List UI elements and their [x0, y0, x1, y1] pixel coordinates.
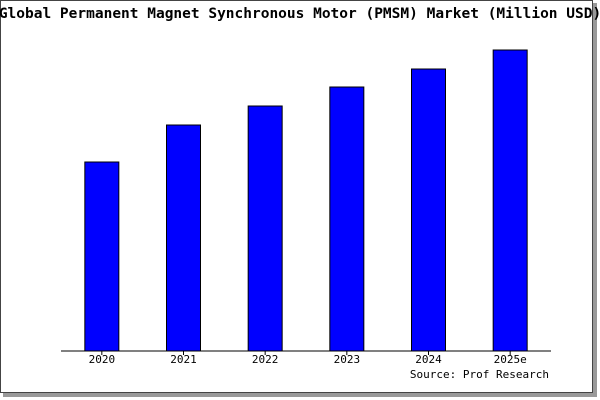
x-tick-label: 2020: [89, 353, 116, 366]
bar: [492, 49, 528, 352]
bar: [411, 68, 446, 352]
x-tick-label: 2024: [415, 353, 442, 366]
bar: [247, 105, 283, 352]
x-tick-label: 2023: [334, 353, 361, 366]
bar: [84, 161, 120, 352]
source-note: Source: Prof Research: [410, 368, 549, 381]
bar: [329, 86, 365, 352]
chart-title: Global Permanent Magnet Synchronous Moto…: [0, 6, 600, 22]
x-tick-label: 2022: [252, 353, 279, 366]
x-tick-label: 2025e: [494, 353, 527, 366]
bar: [166, 124, 201, 352]
x-tick-label: 2021: [170, 353, 197, 366]
